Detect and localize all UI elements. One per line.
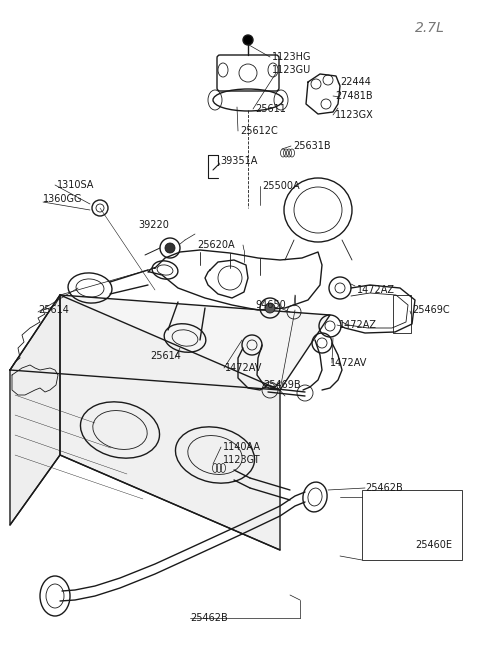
Text: 1472AZ: 1472AZ — [357, 285, 395, 295]
Text: 25462B: 25462B — [365, 483, 403, 493]
Text: 25611: 25611 — [255, 104, 286, 114]
Text: 1140AA: 1140AA — [223, 442, 261, 452]
Text: 39351A: 39351A — [220, 156, 257, 166]
Text: 1472AV: 1472AV — [330, 358, 367, 368]
Text: 25612C: 25612C — [240, 126, 278, 136]
Text: 22444: 22444 — [340, 77, 371, 87]
Text: 25620A: 25620A — [197, 240, 235, 250]
Text: 94650: 94650 — [255, 300, 286, 310]
Text: 1360GG: 1360GG — [43, 194, 83, 204]
Polygon shape — [60, 295, 280, 550]
Text: 25469C: 25469C — [412, 305, 450, 315]
Circle shape — [165, 243, 175, 253]
Text: 1472AV: 1472AV — [225, 363, 263, 373]
Bar — [362, 490, 462, 560]
Text: 1123GT: 1123GT — [223, 455, 261, 465]
Text: 27481B: 27481B — [335, 91, 372, 101]
Polygon shape — [10, 295, 330, 390]
Text: 39220: 39220 — [138, 220, 169, 230]
Text: 1123GU: 1123GU — [272, 65, 311, 75]
Polygon shape — [10, 295, 60, 525]
Text: 25631B: 25631B — [293, 141, 331, 151]
Text: 1472AZ: 1472AZ — [339, 320, 377, 330]
Circle shape — [243, 35, 253, 45]
Circle shape — [265, 303, 275, 313]
Bar — [393, 295, 411, 333]
Text: 25614: 25614 — [38, 305, 69, 315]
Text: 2.7L: 2.7L — [415, 21, 445, 35]
Text: 1123GX: 1123GX — [335, 110, 374, 120]
Text: 25460E: 25460E — [415, 540, 452, 550]
Text: 25614: 25614 — [150, 351, 181, 361]
Text: 25469B: 25469B — [263, 380, 300, 390]
Text: 1123HG: 1123HG — [272, 52, 312, 62]
Text: 25500A: 25500A — [262, 181, 300, 191]
Text: 1310SA: 1310SA — [57, 180, 95, 190]
Text: 25462B: 25462B — [190, 613, 228, 623]
